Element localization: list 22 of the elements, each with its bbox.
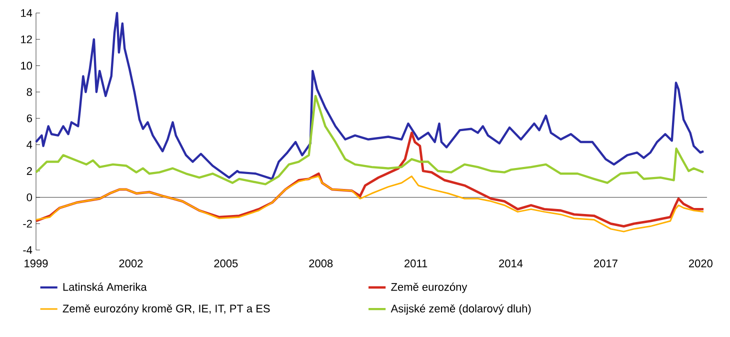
x-tick-label: 2002	[119, 260, 143, 268]
x-tick-label: 2020	[688, 260, 712, 268]
legend-label: Latinská Amerika	[63, 282, 147, 291]
x-tick-label: 2008	[309, 260, 333, 268]
y-tick-label: 2	[26, 167, 32, 175]
y-tick-label: -2	[23, 220, 32, 228]
x-tick-label: 2014	[499, 260, 523, 268]
y-tick-label: 4	[26, 140, 32, 148]
x-tick-label: 1999	[24, 260, 48, 268]
x-tick-label: 2011	[404, 260, 428, 268]
x-tick-label: 2017	[594, 260, 618, 268]
y-tick-label: 0	[26, 193, 32, 202]
y-tick-label: -4	[23, 246, 32, 254]
legend-label: Země eurozóny kromě GR, IE, IT, PT a ES	[62, 304, 270, 315]
y-tick-label: 8	[26, 88, 32, 96]
y-tick-label: 10	[21, 62, 32, 70]
x-tick-label: 2005	[214, 260, 238, 268]
y-tick-label: 14	[21, 9, 32, 17]
legend-label: Země eurozóny	[391, 282, 468, 294]
y-tick-label: 12	[21, 36, 32, 44]
legend-label: Asijské země (dolarový dluh)	[390, 304, 531, 315]
y-tick-label: 6	[26, 114, 32, 122]
